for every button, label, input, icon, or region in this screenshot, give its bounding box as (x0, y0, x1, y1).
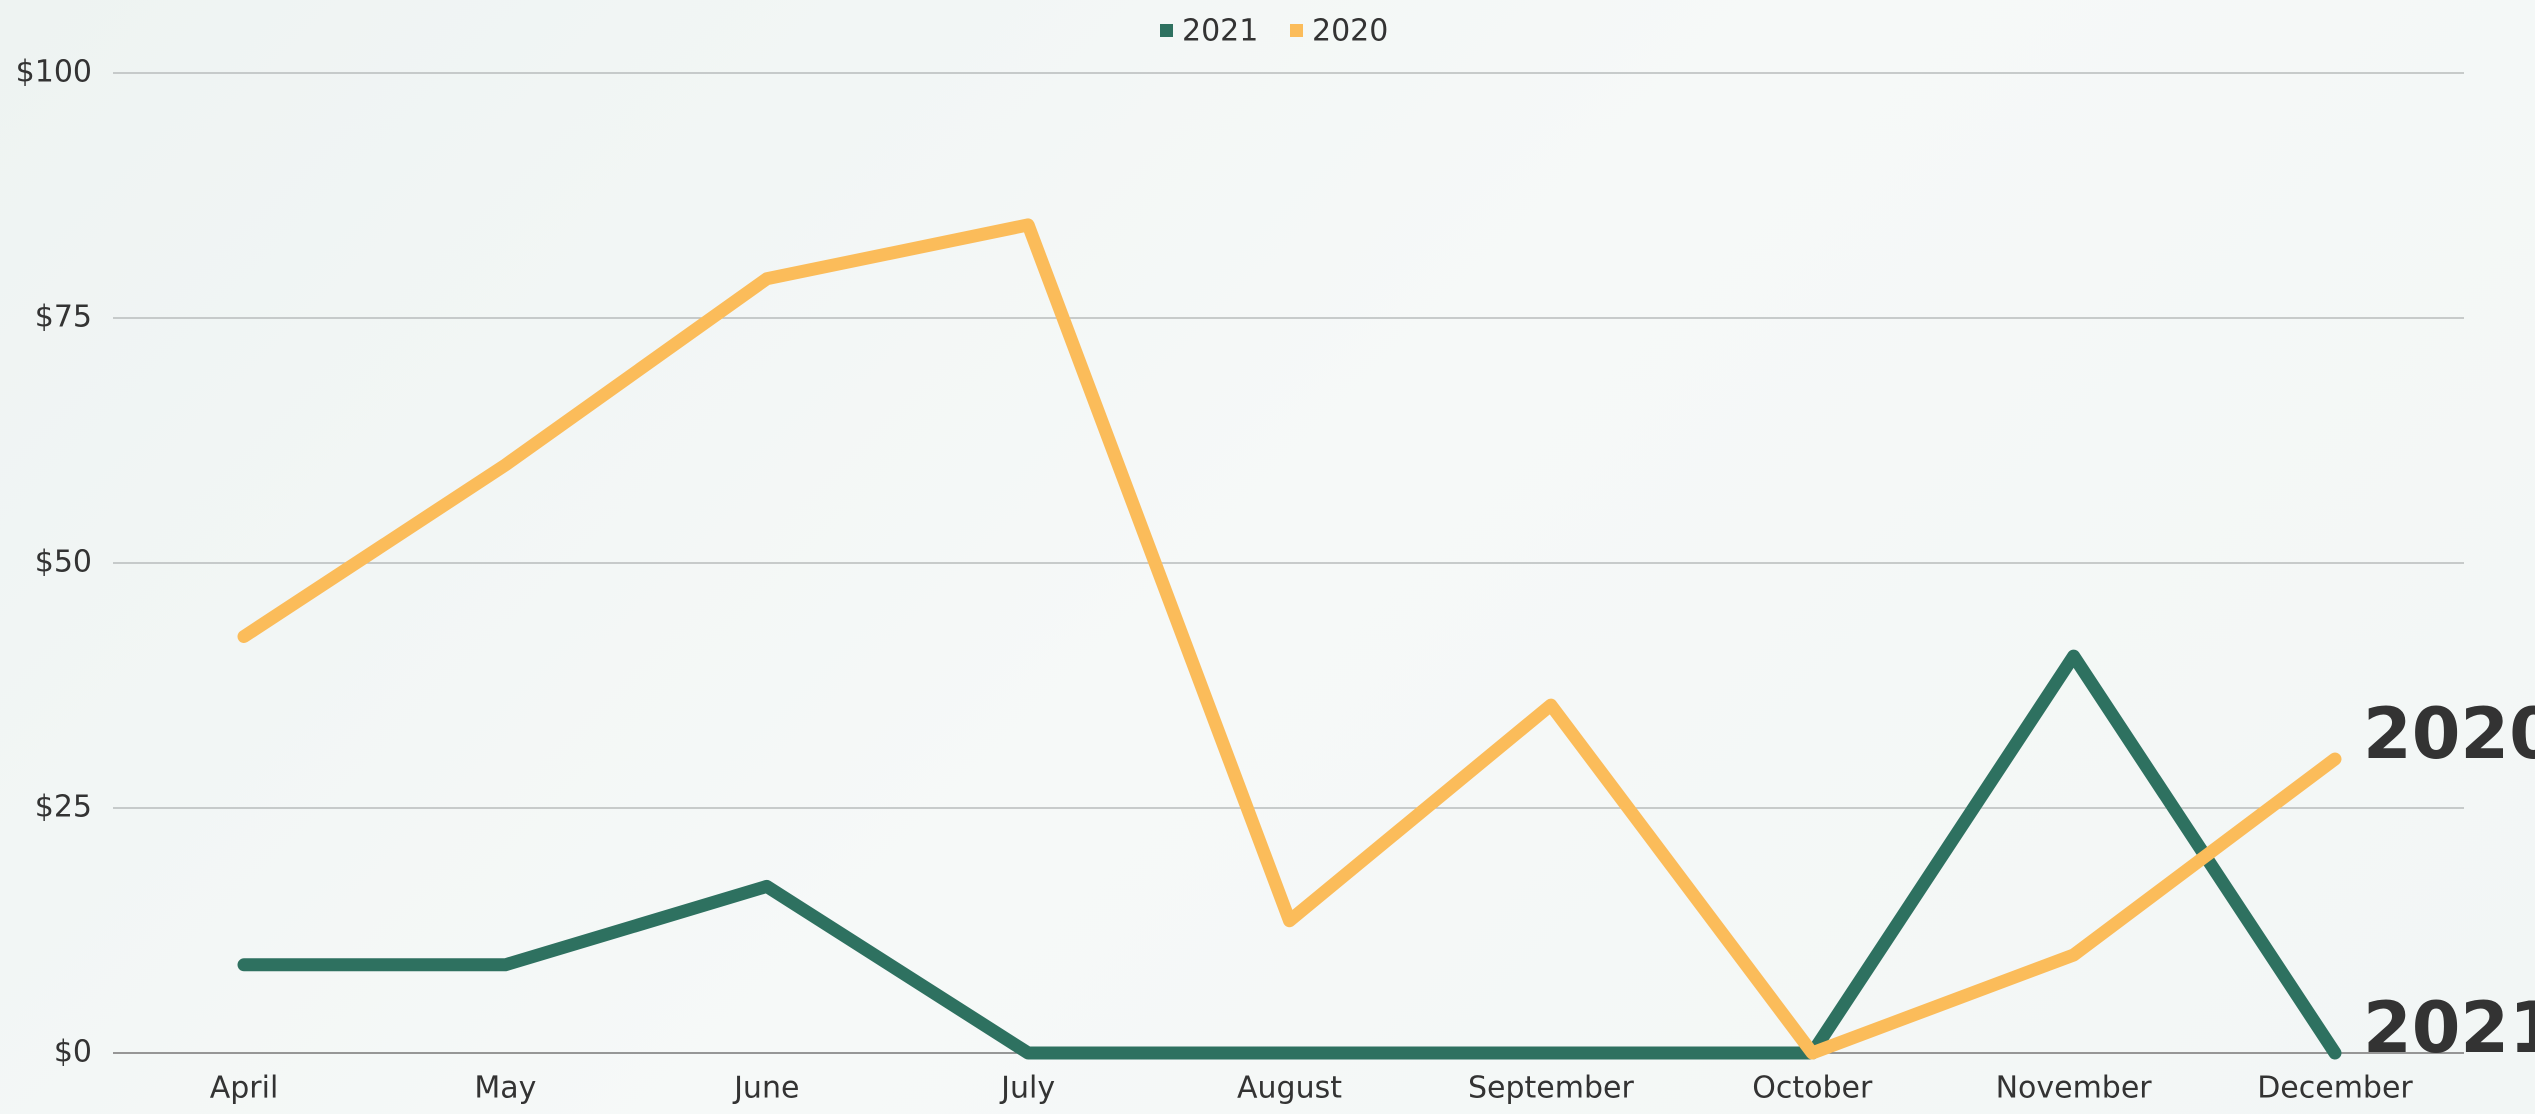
x-tick-label: June (732, 1071, 799, 1106)
y-tick-label: $75 (35, 300, 92, 335)
page: $0 $25 $50 $75 $100 April May June July August Sep… (0, 0, 2535, 1114)
x-tick-label: July (999, 1071, 1055, 1106)
y-tick-label: $100 (16, 55, 92, 90)
x-tick-label: December (2257, 1071, 2413, 1106)
series-line (244, 656, 2335, 1053)
end-label: 2020 (2363, 693, 2535, 775)
x-tick-label: May (474, 1071, 536, 1106)
y-tick-label: $25 (35, 790, 92, 825)
series-line (244, 225, 2335, 1053)
y-tick-label: $0 (54, 1035, 92, 1070)
x-tick-label: August (1237, 1071, 1342, 1106)
legend-label: 2020 (1312, 14, 1388, 49)
legend-label: 2021 (1182, 14, 1258, 49)
x-tick-label: November (1996, 1071, 2153, 1106)
x-tick-label: October (1752, 1071, 1873, 1106)
end-label: 2021 (2363, 987, 2535, 1069)
y-tick-label: $50 (35, 545, 92, 580)
legend-swatch (1290, 24, 1303, 37)
x-tick-label: April (210, 1071, 279, 1106)
chart: $0 $25 $50 $75 $100 April May June July August Sep… (0, 0, 2535, 1114)
x-tick-label: September (1468, 1071, 1634, 1106)
legend-swatch (1160, 24, 1173, 37)
